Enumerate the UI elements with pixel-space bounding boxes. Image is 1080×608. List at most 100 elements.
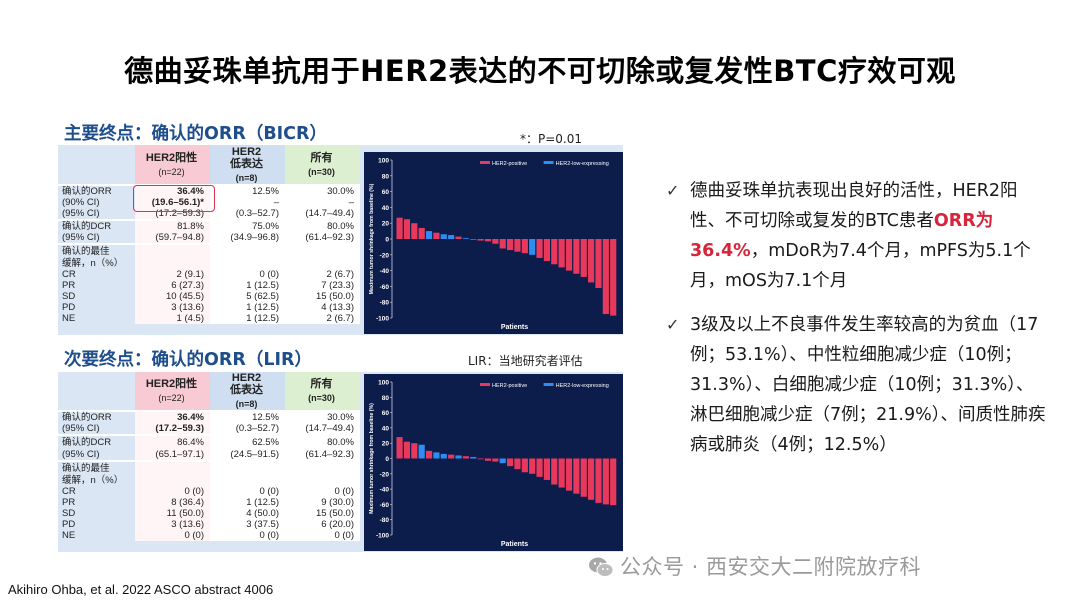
bar — [521, 458, 528, 473]
table-row: NE 0 (0) 0 (0) 0 (0) — [58, 530, 360, 541]
table-row: PR 8 (36.4) 1 (12.5) 9 (30.0) — [58, 497, 360, 508]
orr-highlight: ORR为36.4% — [690, 211, 994, 261]
y-tick-label: 40 — [382, 205, 390, 212]
slide-title: 德曲妥珠单抗用于HER2表达的不可切除或复发性BTC疗效可观 — [124, 54, 956, 88]
x-axis-label: Patients — [501, 324, 528, 331]
orr-ci90-label: (90% CI) — [58, 197, 135, 208]
bar — [610, 239, 617, 316]
bar — [580, 239, 587, 277]
bar — [440, 453, 447, 459]
bar — [536, 458, 543, 477]
bar — [403, 441, 411, 459]
orr-all-ci90: – — [285, 197, 360, 208]
bar — [529, 239, 536, 255]
table-row: SD 10 (45.5) 5 (62.5) 15 (50.0) — [58, 291, 360, 302]
best-response-label-2: 缓解，n（%） — [58, 258, 135, 269]
bar — [543, 239, 550, 262]
orr-low: 12.5% — [210, 184, 285, 197]
y-tick-label: -40 — [380, 268, 390, 275]
dcr-ci-label: (95% CI) — [58, 232, 135, 244]
y-tick-label: 80 — [382, 173, 390, 180]
bar — [514, 458, 521, 470]
y-tick-label: 80 — [382, 395, 390, 402]
col-header-her2-positive: HER2阳性 (n=22) — [135, 145, 210, 185]
legend-label: HER2-positive — [492, 383, 527, 389]
dcr-low-ci: (34.9–96.8) — [210, 232, 285, 244]
best-response-label-2: 缓解，n（%） — [58, 475, 135, 486]
bar — [565, 239, 573, 271]
y-tick-label: -20 — [380, 471, 390, 478]
bullet-safety: ✓ 3级及以上不良事件发生率较高的为贫血（17例；53.1%）、中性粒细胞减少症… — [666, 310, 1046, 460]
bar — [492, 239, 499, 244]
check-icon: ✓ — [666, 315, 680, 334]
y-tick-label: -100 — [376, 533, 389, 540]
col-header-her2-positive: HER2阳性 (n=22) — [135, 372, 210, 411]
key-findings: ✓ 德曲妥珠单抗表现出良好的活性，HER2阳性、不可切除或复发的BTC患者ORR… — [666, 176, 1046, 460]
bar — [411, 443, 418, 459]
bullet-efficacy: ✓ 德曲妥珠单抗表现出良好的活性，HER2阳性、不可切除或复发的BTC患者ORR… — [666, 176, 1046, 296]
orr-low-ci95: (0.3–52.7) — [210, 208, 285, 220]
orr-pos: 36.4% — [135, 410, 210, 423]
primary-endpoint-heading: 主要终点：确认的ORR（BICR） — [64, 124, 327, 144]
table-row: PD 3 (13.6) 3 (37.5) 6 (20.0) — [58, 519, 360, 530]
bar — [595, 458, 602, 503]
bar — [440, 234, 447, 239]
orr-all: 30.0% — [285, 184, 360, 197]
bar — [595, 239, 602, 288]
table-row: PD 3 (13.6) 1 (12.5) 4 (13.3) — [58, 302, 360, 313]
dcr-all-ci: (61.4–92.3) — [285, 449, 360, 461]
col-header-her2-low: HER2 低表达 (n=8) — [210, 145, 285, 185]
bar — [573, 458, 580, 494]
bar — [462, 456, 469, 459]
orr-all-ci95: (14.7–49.4) — [285, 208, 360, 220]
orr-label: 确认的ORR — [58, 410, 135, 423]
bar — [403, 219, 411, 239]
bar — [588, 458, 595, 500]
bar — [455, 455, 462, 459]
waterfall-chart-primary-svg: 100 80 60 40 20 0 -20 -40 -60 -80 -100 Maximum tumo… — [369, 158, 617, 331]
dcr-pos: 86.4% — [135, 434, 210, 449]
bar — [411, 223, 418, 239]
table-row: CR 0 (0) 0 (0) 0 (0) — [58, 486, 360, 497]
bar — [418, 444, 425, 459]
bar — [396, 437, 403, 459]
bar — [484, 458, 492, 461]
bar — [529, 458, 536, 474]
secondary-panel: HER2阳性 (n=22) HER2 低表达 (n=8) 所有 (n=30) 确认的O… — [58, 372, 623, 552]
legend-swatch — [480, 161, 490, 164]
bar — [396, 217, 403, 239]
dcr-pos: 81.8% — [135, 219, 210, 232]
y-tick-label: -60 — [380, 502, 390, 509]
y-tick-label: -40 — [380, 487, 390, 494]
bar — [499, 458, 506, 464]
table-row: CR 2 (9.1) 0 (0) 2 (6.7) — [58, 269, 360, 280]
bar — [448, 235, 455, 239]
orr-all-ci95: (14.7–49.4) — [285, 423, 360, 435]
y-tick-label: -100 — [376, 316, 389, 323]
bar — [477, 458, 484, 460]
orr-pos-ci90: (19.6–56.1)* — [135, 197, 210, 208]
bar — [602, 239, 609, 315]
y-tick-label: 100 — [378, 158, 389, 165]
dcr-low-ci: (24.5–91.5) — [210, 449, 285, 461]
lir-note: LIR：当地研究者评估 — [468, 354, 583, 368]
secondary-endpoint-heading: 次要终点：确认的ORR（LIR） — [64, 350, 312, 370]
table-row: PR 6 (27.3) 1 (12.5) 7 (23.3) — [58, 280, 360, 291]
y-tick-label: -20 — [380, 252, 390, 259]
col-header-all: 所有 (n=30) — [285, 372, 360, 411]
dcr-ci-label: (95% CI) — [58, 449, 135, 461]
p-value-note: *：P=0.01 — [520, 132, 583, 146]
orr-low: 12.5% — [210, 410, 285, 423]
secondary-table: HER2阳性 (n=22) HER2 低表达 (n=8) 所有 (n=30) 确认的O… — [58, 372, 360, 541]
bar — [543, 458, 550, 480]
best-response-label: 确认的最佳 — [58, 460, 135, 475]
y-tick-label: 0 — [385, 237, 389, 244]
legend-swatch — [543, 383, 554, 386]
orr-low-ci90: – — [210, 197, 285, 208]
y-tick-label: -60 — [380, 284, 390, 291]
dcr-pos-ci: (65.1–97.1) — [135, 449, 210, 461]
orr-low-ci95: (0.3–52.7) — [210, 423, 285, 435]
bar — [565, 458, 573, 491]
bar — [470, 456, 477, 459]
waterfall-chart-primary: 100 80 60 40 20 0 -20 -40 -60 -80 -100 Maximum tumo… — [364, 152, 623, 334]
